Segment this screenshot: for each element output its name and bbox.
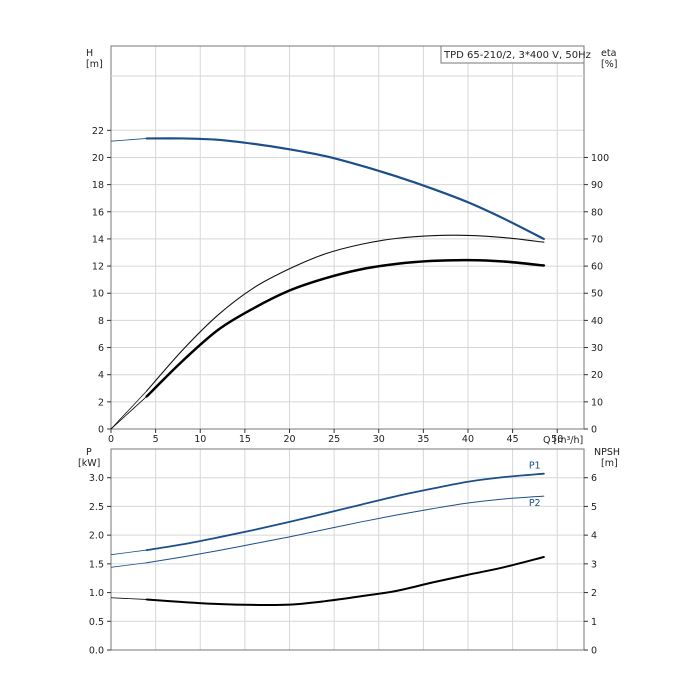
npsh-axis-label: NPSH [m] [594, 447, 620, 469]
head-tick-label: 18 [92, 180, 104, 191]
top-series-1-extension [110, 390, 147, 430]
head-axis-label: H [m] [86, 48, 103, 70]
npsh-tick-label: 5 [591, 502, 597, 513]
flow-tick-label: 40 [462, 434, 474, 445]
eta-tick-label: 0 [591, 425, 597, 436]
power-npsh-panel: 0.0 0.5 1.0 1.5 2.0 2.5 3.0 0 1 2 3 4 5 6 P1 P2 P [kW]… [78, 447, 620, 657]
bottom-series-1-extension [110, 562, 147, 568]
series-label-p1: P1 [529, 461, 541, 472]
head-tick-label: 2 [98, 397, 104, 408]
flow-tick-label: 30 [373, 434, 385, 445]
power-tick-label: 0.0 [89, 646, 104, 657]
top-series-1-line [146, 234, 545, 392]
flow-tick-label: 50 [551, 434, 563, 445]
series-label-p2: P2 [529, 498, 541, 509]
npsh-tick-label: 3 [591, 559, 597, 570]
power-axis-ticks: 0.0 0.5 1.0 1.5 2.0 2.5 3.0 [89, 473, 111, 657]
power-tick-label: 2.5 [89, 502, 104, 513]
power-tick-label: 2.0 [89, 531, 104, 542]
bottom-series-1-line [146, 495, 545, 564]
npsh-tick-label: 0 [591, 646, 597, 657]
bottom-frame [110, 448, 585, 651]
flow-tick-label: 25 [328, 434, 340, 445]
flow-tick-label: 35 [417, 434, 429, 445]
title-box [440, 45, 585, 64]
npsh-tick-label: 2 [591, 588, 597, 599]
top-grid [111, 46, 584, 429]
bottom-series: P1 P2 [110, 461, 545, 607]
power-tick-label: 0.5 [89, 617, 104, 628]
bottom-series-0-line [145, 472, 545, 551]
head-tick-label: 22 [92, 126, 104, 137]
top-series-2-extension [110, 396, 147, 430]
head-tick-label: 14 [92, 234, 104, 245]
bottom-series-2-extension [110, 597, 147, 600]
flow-tick-label: 10 [194, 434, 206, 445]
chart-title: TPD 65-210/2, 3*400 V, 50Hz [443, 50, 591, 61]
npsh-tick-label: 6 [591, 473, 597, 484]
npsh-tick-label: 4 [591, 531, 597, 542]
eta-tick-label: 100 [591, 153, 609, 164]
eta-tick-label: 50 [591, 289, 603, 300]
flow-axis-ticks: 0 5 10 15 20 25 30 35 40 45 50 [108, 429, 563, 445]
flow-tick-label: 45 [507, 434, 519, 445]
bottom-grid [111, 449, 584, 650]
eta-axis-ticks: 0 10 20 30 40 50 60 70 80 90 100 [584, 153, 609, 436]
eta-tick-label: 40 [591, 316, 603, 327]
bottom-series-2-line [145, 555, 545, 607]
power-tick-label: 3.0 [89, 473, 104, 484]
eta-tick-label: 30 [591, 343, 603, 354]
power-tick-label: 1.0 [89, 588, 104, 599]
npsh-tick-label: 1 [591, 617, 597, 628]
flow-tick-label: 20 [283, 434, 295, 445]
power-tick-label: 1.5 [89, 559, 104, 570]
top-series-0-extension [110, 138, 147, 142]
eta-tick-label: 10 [591, 397, 603, 408]
top-series-2-line [145, 258, 546, 398]
flow-axis-label: Q [m³/h] [543, 435, 583, 446]
head-tick-label: 10 [92, 289, 104, 300]
power-axis-label: P [kW] [78, 447, 100, 469]
npsh-axis-ticks: 0 1 2 3 4 5 6 [584, 473, 597, 657]
eta-tick-label: 80 [591, 207, 603, 218]
flow-tick-label: 0 [108, 434, 114, 445]
head-tick-label: 6 [98, 343, 104, 354]
head-tick-label: 12 [92, 262, 104, 273]
head-tick-label: 8 [98, 316, 104, 327]
head-tick-label: 20 [92, 153, 104, 164]
head-tick-label: 0 [98, 425, 104, 436]
head-tick-label: 16 [92, 207, 104, 218]
head-axis-ticks: 0 2 4 6 8 10 12 14 16 18 20 22 [92, 126, 111, 436]
eta-tick-label: 60 [591, 262, 603, 273]
eta-tick-label: 90 [591, 180, 603, 191]
bottom-series-0-extension [110, 549, 147, 556]
top-frame [110, 45, 585, 430]
top-series [110, 137, 546, 430]
eta-tick-label: 20 [591, 370, 603, 381]
eta-axis-label: eta [%] [601, 48, 617, 70]
head-tick-label: 4 [98, 370, 104, 381]
flow-tick-label: 5 [153, 434, 159, 445]
eta-tick-label: 70 [591, 234, 603, 245]
flow-tick-label: 15 [239, 434, 251, 445]
top-series-0-line [145, 137, 545, 241]
